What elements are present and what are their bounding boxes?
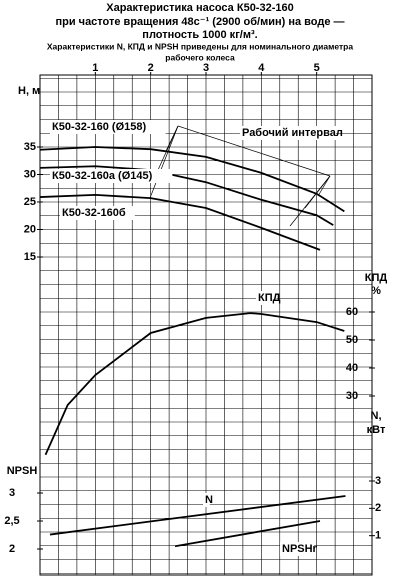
y-tick-label: 25	[24, 196, 36, 208]
series-label: К50-32-160б	[62, 207, 126, 219]
x-tick-label: 3	[203, 62, 209, 74]
x-tick-label: 4	[258, 62, 265, 74]
curve	[39, 146, 345, 213]
y-tick-label: 15	[24, 251, 36, 263]
y-tick-label: 3	[9, 487, 15, 499]
y-tick-label: 2,5	[4, 515, 19, 527]
curve	[44, 312, 345, 456]
y-axis-label: кВт	[367, 424, 386, 436]
y-tick-label: 2	[9, 543, 15, 555]
y-tick-label: 40	[346, 362, 358, 374]
y-axis-label: %	[371, 285, 381, 297]
y-tick-label: 2	[375, 502, 381, 514]
y-tick-label: 50	[346, 334, 358, 346]
y-tick-label: 60	[346, 306, 358, 318]
label-bg	[256, 291, 277, 305]
curve	[39, 165, 334, 226]
label-bg	[240, 126, 336, 140]
chart-subtitle: Характеристики N, КПД и NPSH приведены д…	[47, 41, 353, 51]
y-tick-label: 3	[375, 475, 381, 487]
y-axis-label: NPSH	[7, 465, 38, 477]
series-label: N	[205, 494, 213, 506]
label-bg	[60, 206, 135, 220]
curve	[39, 193, 321, 251]
chart-title: при частоте вращения 48с⁻¹ (2900 об/мин)…	[56, 16, 345, 28]
x-tick-label: 1	[92, 62, 98, 74]
label-bg	[50, 169, 173, 183]
y-axis-label: H, м	[18, 85, 40, 97]
y-tick-label: 30	[24, 168, 36, 180]
label-bg	[203, 493, 210, 507]
y-axis-label: N,	[371, 410, 382, 422]
series-label: NPSHr	[282, 543, 318, 555]
chart-title: плотность 1000 кг/м³.	[142, 29, 257, 41]
chart-subtitle: рабочего колеса	[165, 52, 235, 62]
y-axis-label: КПД	[365, 272, 388, 284]
curve	[174, 520, 321, 548]
x-tick-label: 2	[148, 62, 154, 74]
y-tick-label: 1	[375, 530, 381, 542]
series-label: К50-32-160 (Ø158)	[52, 121, 146, 133]
curve	[49, 495, 346, 536]
label-bg	[50, 120, 166, 134]
annotation: Рабочий интервал	[242, 127, 343, 139]
series-label: К50-32-160а (Ø145)	[52, 170, 153, 182]
x-tick-label: 5	[314, 62, 320, 74]
y-tick-label: 35	[24, 141, 36, 153]
y-tick-label: 30	[346, 390, 358, 402]
series-label: КПД	[258, 292, 281, 304]
label-bg	[280, 542, 314, 556]
y-tick-label: 20	[24, 223, 36, 235]
chart-title: Характеристика насоса К50-32-160	[106, 2, 293, 14]
